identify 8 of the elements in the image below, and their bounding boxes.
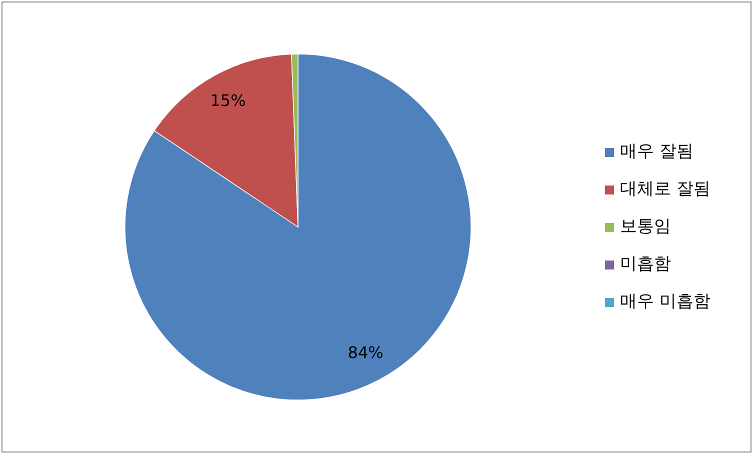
pie-slice [124,54,472,400]
legend-label: 매우 잘됨 [620,142,694,162]
legend-label: 미흡함 [620,254,671,274]
legend-label: 매우 미흡함 [620,292,710,312]
legend-label: 보통임 [620,216,671,237]
legend-label: 대체로 잘됨 [620,179,710,200]
data-label: 84% [348,343,384,362]
data-label: 15% [210,90,246,110]
